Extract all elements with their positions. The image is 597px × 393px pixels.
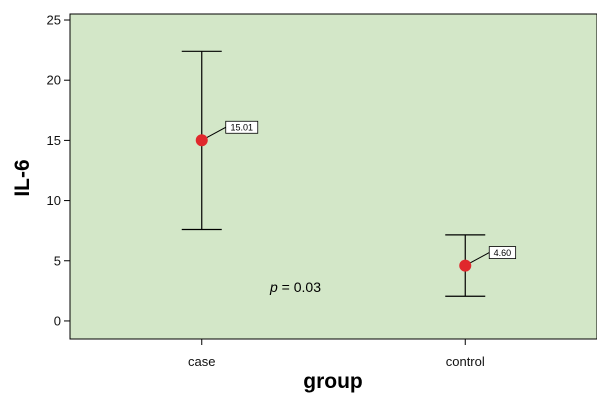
- y-axis-title: IL-6: [11, 159, 34, 196]
- y-tick-label-5: 5: [54, 253, 61, 268]
- data-label-box-case: [225, 120, 259, 134]
- p-value-annotation: p = 0.03: [269, 279, 321, 295]
- y-tick-label-10: 10: [47, 193, 61, 208]
- y-tick-label-15: 15: [47, 133, 61, 148]
- data-marks: 15.01 4.60: [181, 50, 517, 297]
- data-label-box-control: [488, 246, 517, 259]
- mean-point-case: [195, 134, 208, 147]
- mean-point-control: [459, 259, 472, 272]
- plot-area: [69, 13, 597, 340]
- data-label-case: 15.01: [230, 122, 253, 132]
- y-tick-label-25: 25: [47, 13, 61, 28]
- y-tick-label-0: 0: [54, 313, 61, 328]
- p-value-text: = 0.03: [278, 279, 321, 295]
- x-axis: case control: [188, 339, 485, 369]
- p-value-symbol: p: [269, 279, 278, 295]
- y-tick-label-20: 20: [47, 73, 61, 88]
- x-tick-label-case: case: [188, 354, 215, 369]
- x-tick-label-control: control: [446, 354, 485, 369]
- y-axis: 0 5 10 15 20 25: [47, 13, 70, 328]
- x-axis-title: group: [303, 370, 362, 393]
- data-label-control: 4.60: [494, 248, 512, 258]
